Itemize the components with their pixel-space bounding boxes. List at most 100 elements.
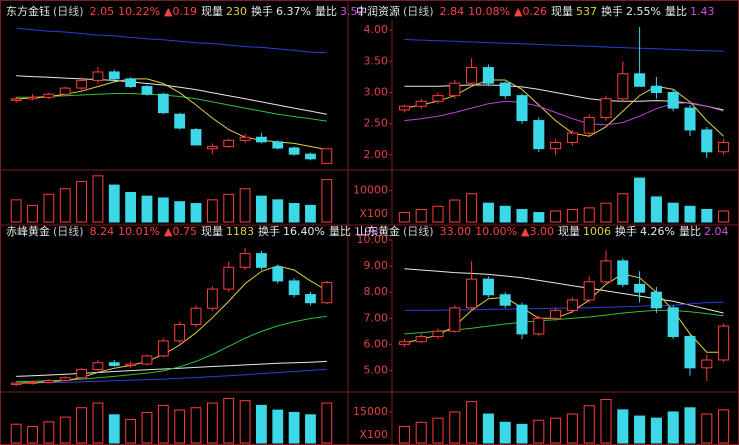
- header-change: ▲0.75: [164, 225, 197, 238]
- volume-bar: [516, 208, 528, 223]
- candle-body: [125, 78, 137, 88]
- candle-body: [92, 362, 104, 371]
- chart-header: 山东黄金 (日线) 33.00 10.00% ▲3.00 现量 1006 换手 4.26% 量比 2…: [356, 224, 728, 238]
- candle-body: [684, 336, 696, 369]
- candle-body: [718, 141, 730, 153]
- y-tick-label: 6.00: [364, 337, 389, 350]
- volume-bar: [223, 193, 235, 223]
- volume-bar: [76, 407, 87, 444]
- candle-body: [174, 324, 186, 342]
- candle-body: [583, 116, 595, 134]
- volume-bar: [550, 417, 562, 444]
- volume-bar: [141, 411, 153, 444]
- candle-body: [76, 79, 87, 89]
- volume-bar: [499, 421, 511, 444]
- volume-bar: [415, 421, 427, 444]
- candle-body: [415, 336, 427, 343]
- candle-body: [617, 260, 629, 285]
- candle-body: [650, 291, 662, 309]
- volume-tick-label: 15000: [353, 405, 388, 418]
- header-ratio-label: 量比: [679, 225, 701, 238]
- volume-unit: X100: [359, 428, 388, 441]
- candle-body: [482, 67, 494, 84]
- header-vol-label: 现量: [551, 5, 573, 18]
- header-turnover: 2.55%: [626, 5, 661, 18]
- candle-body: [466, 278, 478, 309]
- volume-bar: [550, 210, 562, 223]
- volume-bar: [533, 212, 545, 223]
- volume-bar: [10, 423, 22, 444]
- volume-bar: [701, 208, 713, 223]
- candle-body: [272, 266, 284, 282]
- candle-body: [617, 73, 629, 100]
- volume-bar: [288, 411, 300, 444]
- volume-bar: [321, 402, 333, 444]
- candle-body: [223, 139, 235, 147]
- moving-average-line: [404, 39, 724, 52]
- volume-bar: [206, 402, 218, 444]
- candle-body: [206, 145, 218, 150]
- candle-body: [157, 340, 169, 357]
- volume-bar: [600, 202, 612, 223]
- volume-bar: [415, 208, 427, 223]
- candle-body: [482, 278, 494, 296]
- chart-header: 中润资源 (日线) 2.84 10.08% ▲0.26 现量 537 换手 2.55% 量比 1.4…: [356, 4, 714, 18]
- candle-body: [43, 379, 55, 383]
- candle-body: [239, 136, 251, 141]
- candle-body: [701, 129, 713, 153]
- volume-bar: [667, 411, 679, 444]
- candle-body: [10, 98, 22, 101]
- header-turnover: 6.37%: [276, 5, 311, 18]
- volume-bar: [684, 205, 696, 223]
- header-change: ▲0.26: [514, 5, 547, 18]
- volume-bar: [634, 177, 646, 223]
- candle-body: [321, 148, 333, 164]
- candle-body: [256, 136, 267, 143]
- header-name: 东方金钰: [6, 4, 50, 18]
- candle-body: [550, 141, 562, 150]
- header-vol: 537: [576, 5, 597, 18]
- volume-bar: [288, 203, 300, 223]
- header-ratio-label: 量比: [665, 5, 687, 18]
- candle-body: [650, 85, 662, 94]
- y-tick-label: 2.00: [364, 148, 389, 161]
- volume-bar: [157, 197, 169, 223]
- header-turnover-label: 换手: [258, 224, 280, 238]
- volume-bar: [239, 400, 251, 444]
- volume-bar: [321, 179, 333, 223]
- candle-body: [550, 309, 562, 319]
- candle-body: [256, 253, 267, 268]
- volume-bar: [190, 203, 202, 223]
- header-change-pct: 10.22%: [118, 5, 160, 18]
- candle-body: [305, 153, 316, 160]
- candle-body: [634, 283, 646, 293]
- chart-header: 东方金钰 (日线) 2.05 10.22% ▲0.19 现量 230 换手 6.37% 量比 3.5…: [6, 4, 364, 18]
- chart-header: 赤峰黄金 (日线) 8.24 10.01% ▲0.75 现量 1183 换手 16.40% 量比 1…: [6, 224, 378, 238]
- moving-average-line: [16, 27, 327, 54]
- volume-bar: [92, 175, 104, 223]
- candle-body: [701, 359, 713, 369]
- header-turnover-label: 换手: [601, 4, 623, 18]
- volume-bar: [432, 417, 444, 444]
- candle-body: [415, 100, 427, 107]
- header-price: 8.24: [90, 225, 115, 238]
- volume-bar: [174, 201, 186, 223]
- volume-bar: [466, 193, 478, 223]
- volume-bar: [174, 409, 186, 444]
- volume-bar: [305, 204, 316, 223]
- header-change-pct: 10.08%: [468, 5, 510, 18]
- candle-body: [718, 325, 730, 361]
- volume-bar: [718, 210, 730, 223]
- candle-body: [223, 266, 235, 290]
- candle-body: [10, 382, 22, 386]
- volume-bar: [59, 188, 71, 223]
- candle-body: [634, 73, 646, 87]
- candle-body: [141, 86, 153, 95]
- volume-bar: [272, 199, 284, 223]
- y-tick-label: 8.00: [364, 285, 389, 298]
- volume-bar: [43, 421, 55, 444]
- header-name: 赤峰黄金: [6, 224, 50, 238]
- volume-bar: [27, 426, 38, 444]
- y-tick-label: 3.50: [364, 54, 389, 67]
- volume-bar: [482, 202, 494, 223]
